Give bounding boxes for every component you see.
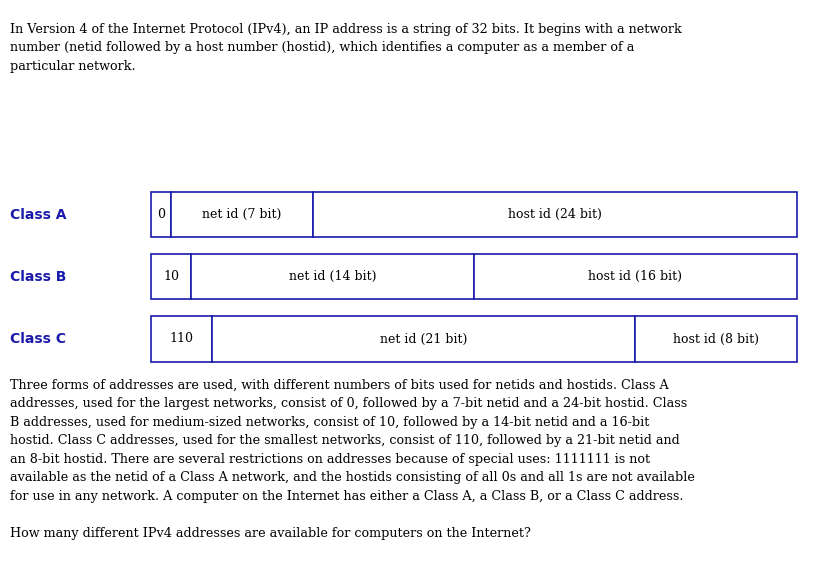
Bar [212,316,635,362]
Bar [312,192,797,237]
Text: Class B: Class B [10,270,66,284]
Bar [635,316,797,362]
Text: 0: 0 [157,208,165,221]
Bar [151,192,172,237]
Text: net id (21 bit): net id (21 bit) [380,332,467,346]
Text: net id (14 bit): net id (14 bit) [289,270,377,284]
Text: How many different IPv4 addresses are available for computers on the Internet?: How many different IPv4 addresses are av… [10,527,531,540]
Text: Class A: Class A [10,208,66,221]
Text: Class C: Class C [10,332,66,346]
Bar [474,254,797,299]
Text: net id (7 bit): net id (7 bit) [203,208,282,221]
Bar [172,192,312,237]
Text: host id (24 bit): host id (24 bit) [507,208,601,221]
Bar [151,254,191,299]
Text: 10: 10 [163,270,179,284]
Bar [191,254,474,299]
Text: host id (16 bit): host id (16 bit) [588,270,682,284]
Text: 110: 110 [169,332,194,346]
Text: Three forms of addresses are used, with different numbers of bits used for netid: Three forms of addresses are used, with … [10,379,694,502]
Text: In Version 4 of the Internet Protocol (IPv4), an IP address is a string of 32 bi: In Version 4 of the Internet Protocol (I… [10,23,681,72]
Text: host id (8 bit): host id (8 bit) [673,332,759,346]
Bar [151,316,212,362]
